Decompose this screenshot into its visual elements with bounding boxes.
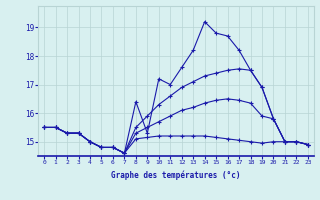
X-axis label: Graphe des températures (°c): Graphe des températures (°c) bbox=[111, 171, 241, 180]
